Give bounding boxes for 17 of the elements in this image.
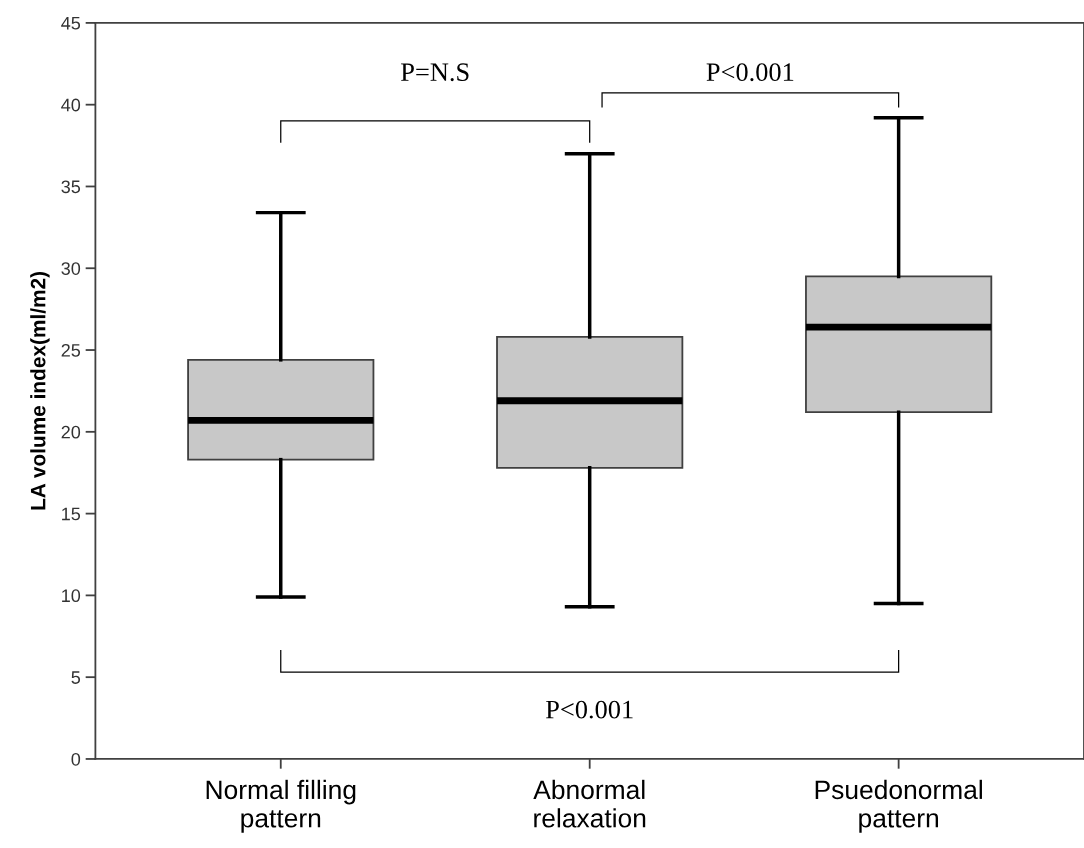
y-tick-label: 20 (61, 425, 81, 439)
x-tick-label: Abnormal relaxation (533, 779, 646, 828)
y-tick-label: 40 (61, 98, 81, 112)
annotation: P=N.S (401, 63, 469, 82)
y-tick-label: 45 (61, 17, 81, 30)
y-axis-title: LA volume index(ml/m2) (30, 271, 50, 510)
x-tick-label: Normal filling pattern (206, 779, 356, 833)
x-tick-label: Psuedonormal pattern (815, 779, 982, 833)
y-tick-label: 15 (62, 507, 81, 521)
annotation: P<0.001 (545, 700, 633, 719)
y-tick-label: 25 (61, 343, 81, 357)
y-tick-label: 5 (71, 671, 81, 684)
y-tick-label: 30 (61, 262, 81, 275)
y-tick-label: 10 (62, 589, 81, 603)
y-tick-label: 0 (71, 752, 81, 766)
annotation: P<0.001 (706, 63, 794, 82)
y-tick-label: 35 (61, 180, 81, 194)
